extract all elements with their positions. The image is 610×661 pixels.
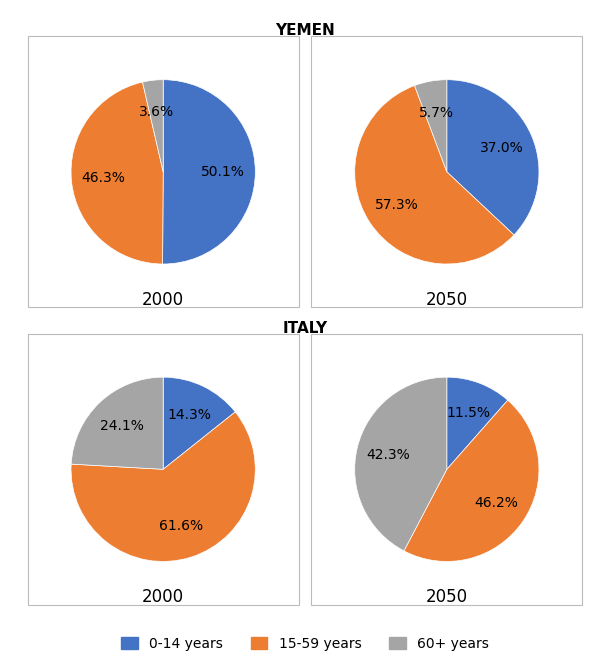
Wedge shape bbox=[143, 80, 163, 172]
Text: 2050: 2050 bbox=[426, 588, 468, 606]
Text: 61.6%: 61.6% bbox=[159, 520, 203, 533]
Text: 11.5%: 11.5% bbox=[446, 407, 490, 420]
Text: ITALY: ITALY bbox=[282, 321, 328, 336]
Wedge shape bbox=[163, 377, 235, 469]
Text: 50.1%: 50.1% bbox=[201, 165, 245, 179]
Wedge shape bbox=[447, 377, 508, 469]
Text: 46.2%: 46.2% bbox=[474, 496, 518, 510]
Text: 5.7%: 5.7% bbox=[418, 106, 454, 120]
Wedge shape bbox=[71, 82, 163, 264]
Text: 37.0%: 37.0% bbox=[480, 141, 523, 155]
Wedge shape bbox=[404, 400, 539, 561]
Wedge shape bbox=[163, 80, 256, 264]
Legend: 0-14 years, 15-59 years, 60+ years: 0-14 years, 15-59 years, 60+ years bbox=[121, 637, 489, 650]
Text: 2000: 2000 bbox=[142, 291, 184, 309]
Wedge shape bbox=[354, 377, 447, 551]
Text: 14.3%: 14.3% bbox=[167, 408, 211, 422]
Wedge shape bbox=[447, 80, 539, 235]
Text: YEMEN: YEMEN bbox=[275, 23, 335, 38]
Text: 57.3%: 57.3% bbox=[375, 198, 419, 212]
Text: 3.6%: 3.6% bbox=[139, 105, 174, 120]
Wedge shape bbox=[415, 80, 447, 172]
Wedge shape bbox=[71, 412, 256, 561]
Text: 24.1%: 24.1% bbox=[100, 419, 144, 433]
Text: 42.3%: 42.3% bbox=[367, 448, 411, 462]
Wedge shape bbox=[354, 85, 514, 264]
Wedge shape bbox=[71, 377, 163, 469]
Text: 2000: 2000 bbox=[142, 588, 184, 606]
Text: 46.3%: 46.3% bbox=[82, 171, 126, 186]
Text: 2050: 2050 bbox=[426, 291, 468, 309]
